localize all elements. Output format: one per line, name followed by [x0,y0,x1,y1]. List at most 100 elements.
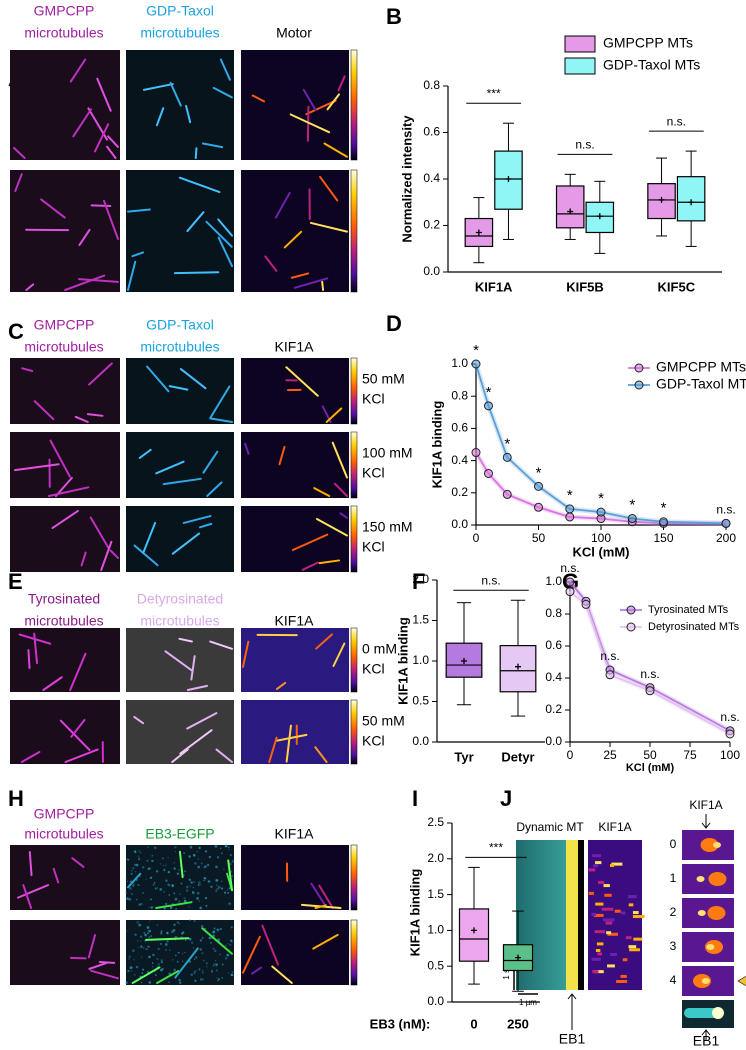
filament [289,113,331,134]
speckle [148,906,150,908]
speckle [159,942,162,945]
kymo-label: Dynamic MT [516,820,584,834]
speckle [198,857,200,859]
speckle [185,889,189,892]
x-tick-label: 100 [720,748,740,762]
kymo-spot [603,884,610,888]
filament [33,400,55,421]
speckle [200,924,204,928]
filament [290,272,310,279]
mean [505,176,512,182]
legend-label: GDP-Taxol MTs [603,57,700,73]
mean [596,213,603,220]
speckle [130,970,133,972]
panel-letter: F [412,569,425,594]
significance: n.s. [560,561,579,575]
filament [42,676,63,691]
filament [215,748,233,763]
speckle [150,935,153,937]
filament [70,718,86,738]
kymo-spot [627,895,637,899]
micrograph [126,358,234,424]
channel-label: GMPCPP [34,317,95,333]
filament [96,77,112,112]
filament [131,966,161,984]
speckle [224,845,228,848]
speckle [216,888,219,891]
filament [64,748,99,763]
speckle [204,865,207,868]
speckle [179,893,181,895]
filament [16,884,50,899]
speckle [148,929,151,933]
filament [13,463,60,472]
filament [145,937,190,941]
x-tick-label: 0 [470,1016,477,1031]
speckle [204,896,208,900]
kymograph-tip [566,840,578,990]
filament [69,652,87,691]
kymo-spot [622,958,628,962]
speckle [140,935,143,938]
significance: * [486,384,492,401]
speckle [230,926,233,929]
legend-marker [626,622,636,632]
filament [227,859,233,892]
box [458,908,490,962]
speckle [194,979,197,983]
speckle [192,891,194,893]
panel-letter: B [386,4,402,29]
channel-label: Tyrosinated [28,591,100,607]
box [555,185,585,229]
panel-letter: D [386,311,402,336]
speckle [183,852,186,855]
x-tick-label: Detyr [501,749,534,764]
kymo-spot [632,911,639,915]
significance: n.s. [575,138,594,152]
filament [155,460,185,475]
marker [581,599,591,609]
y-tick-label: 0.0 [451,517,468,531]
filament [155,107,165,127]
micrograph [10,358,120,424]
filament [309,221,348,233]
speckle [198,900,201,902]
filament [206,481,223,497]
kymo-spot [597,952,603,956]
speckle [214,963,218,967]
filament [275,681,287,691]
filament [314,904,327,909]
speckle [188,919,191,922]
speckle [189,845,193,849]
filament [219,58,231,81]
filament [318,884,334,909]
filament [283,230,303,249]
filament [171,748,189,763]
speckle [156,924,159,927]
speckle [198,846,201,850]
micrograph [10,50,120,160]
condition-label: 50 mM [362,371,405,387]
speckle [154,973,157,977]
y-tick-label: 0.6 [545,638,562,652]
speckle [148,981,152,984]
kymo-spot [628,945,637,949]
crop-spot [696,876,705,882]
y-axis-label: Normalized intensity [399,115,414,243]
filament [326,93,340,111]
speckle [167,870,171,874]
speckle [227,972,229,974]
condition-label: 0 mM [362,641,397,657]
marker [596,507,606,517]
arrow [701,1029,711,1040]
speckle [168,981,170,984]
speckle [217,938,220,942]
significance: n.s. [600,649,619,663]
speckle [126,897,129,900]
y-tick-label: 0.2 [545,702,562,716]
speckle [132,883,135,886]
channel-label: microtubules [140,339,219,355]
filament [325,407,343,423]
speckle [196,891,200,895]
frame-label: 1 [670,871,677,885]
